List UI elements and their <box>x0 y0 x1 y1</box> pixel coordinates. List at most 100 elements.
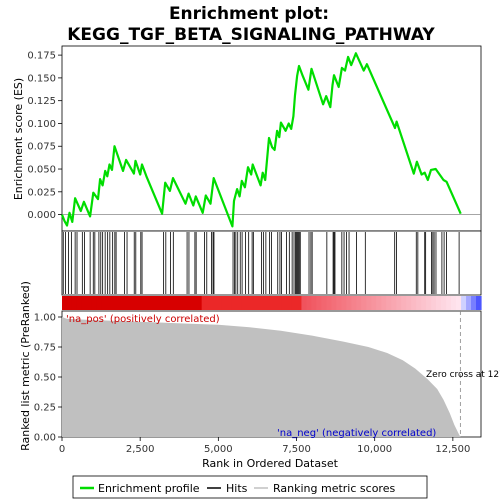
x-ticks: 0 2,500 5,000 7,500 10,000 12,500 <box>59 437 471 455</box>
color-bar-segment <box>346 296 352 310</box>
color-bar-segment <box>77 296 83 310</box>
color-bar-segment <box>291 296 297 310</box>
color-bar-segment <box>247 296 253 310</box>
color-bar-segment <box>456 296 462 310</box>
es-panel-frame <box>62 46 481 231</box>
color-bar-segment <box>356 296 362 310</box>
color-bar-segment <box>142 296 148 310</box>
color-bar-segment <box>252 296 258 310</box>
positive-correlation-label: 'na_pos' (positively correlated) <box>66 314 220 325</box>
color-bar-segment <box>306 296 312 310</box>
x-tick-label: 12,500 <box>435 444 470 455</box>
color-bar-segment <box>152 296 158 310</box>
rank-color-bar <box>62 296 482 310</box>
color-bar-segment <box>197 296 203 310</box>
color-bar-segment <box>426 296 432 310</box>
legend-metric-label: Ranking metric scores <box>273 482 395 495</box>
color-bar-segment <box>262 296 268 310</box>
color-bar-segment <box>311 296 317 310</box>
x-tick-label: 10,000 <box>357 444 392 455</box>
es-y-tick-label: 0.100 <box>27 119 56 130</box>
x-tick-label: 0 <box>59 444 65 455</box>
color-bar-segment <box>436 296 442 310</box>
metric-y-tick-label: 0.00 <box>34 433 56 444</box>
color-bar-segment <box>281 296 287 310</box>
color-bar-segment <box>401 296 407 310</box>
color-bar-segment <box>466 296 472 310</box>
color-bar-segment <box>361 296 367 310</box>
metric-y-ticks: 0.00 0.25 0.50 0.75 1.00 <box>34 313 62 444</box>
color-bar-segment <box>272 296 278 310</box>
es-y-axis-label: Enrichment score (ES) <box>12 78 25 200</box>
color-bar-segment <box>227 296 233 310</box>
legend-enrichment-label: Enrichment profile <box>98 482 200 495</box>
color-bar-segment <box>132 296 138 310</box>
x-tick-label: 7,500 <box>282 444 311 455</box>
color-bar-segment <box>267 296 273 310</box>
es-y-tick-label: 0.025 <box>27 187 56 198</box>
metric-y-tick-label: 0.50 <box>34 373 56 384</box>
x-tick-label: 5,000 <box>204 444 233 455</box>
color-bar-segment <box>276 296 282 310</box>
color-bar-segment <box>237 296 243 310</box>
color-bar-segment <box>192 296 198 310</box>
color-bar-segment <box>386 296 392 310</box>
color-bar-segment <box>72 296 78 310</box>
chart-title-line2: KEGG_TGF_BETA_SIGNALING_PATHWAY <box>67 25 435 45</box>
color-bar-segment <box>62 296 68 310</box>
color-bar-segment <box>326 296 332 310</box>
color-bar-segment <box>187 296 193 310</box>
color-bar-segment <box>127 296 133 310</box>
color-bar-segment <box>476 296 482 310</box>
metric-y-tick-label: 0.75 <box>34 343 56 354</box>
es-y-tick-label: 0.075 <box>27 142 56 153</box>
color-bar-segment <box>177 296 183 310</box>
color-bar-segment <box>217 296 223 310</box>
color-bar-segment <box>162 296 168 310</box>
zero-cross-label: Zero cross at 12740 <box>426 370 500 380</box>
color-bar-segment <box>471 296 477 310</box>
color-bar-segment <box>102 296 108 310</box>
es-y-tick-label: 0.175 <box>27 51 56 62</box>
legend-hits-label: Hits <box>226 482 248 495</box>
color-bar-segment <box>371 296 377 310</box>
color-bar-segment <box>97 296 103 310</box>
color-bar-segment <box>431 296 437 310</box>
es-y-tick-label: 0.000 <box>27 210 56 221</box>
color-bar-segment <box>172 296 178 310</box>
color-bar-segment <box>82 296 88 310</box>
color-bar-segment <box>351 296 357 310</box>
color-bar-segment <box>411 296 417 310</box>
color-bar-segment <box>242 296 248 310</box>
color-bar-segment <box>212 296 218 310</box>
color-bar-segment <box>341 296 347 310</box>
color-bar-segment <box>331 296 337 310</box>
color-bar-segment <box>396 296 402 310</box>
color-bar-segment <box>321 296 327 310</box>
color-bar-segment <box>122 296 128 310</box>
color-bar-segment <box>286 296 292 310</box>
color-bar-segment <box>92 296 98 310</box>
color-bar-segment <box>107 296 113 310</box>
es-y-tick-label: 0.050 <box>27 165 56 176</box>
metric-y-tick-label: 1.00 <box>34 313 56 324</box>
x-tick-label: 2,500 <box>126 444 155 455</box>
color-bar-segment <box>376 296 382 310</box>
color-bar-segment <box>316 296 322 310</box>
color-bar-segment <box>87 296 93 310</box>
color-bar-segment <box>421 296 427 310</box>
color-bar-segment <box>147 296 153 310</box>
es-y-tick-label: 0.150 <box>27 73 56 84</box>
x-axis-label: Rank in Ordered Dataset <box>202 457 339 470</box>
color-bar-segment <box>112 296 118 310</box>
color-bar-segment <box>222 296 228 310</box>
color-bar-segment <box>117 296 123 310</box>
color-bar-segment <box>207 296 213 310</box>
color-bar-segment <box>137 296 143 310</box>
color-bar-segment <box>67 296 73 310</box>
metric-y-tick-label: 0.25 <box>34 403 56 414</box>
color-bar-segment <box>451 296 457 310</box>
color-bar-segment <box>157 296 163 310</box>
chart-title-line1: Enrichment plot: <box>169 4 329 24</box>
es-y-tick-label: 0.125 <box>27 96 56 107</box>
